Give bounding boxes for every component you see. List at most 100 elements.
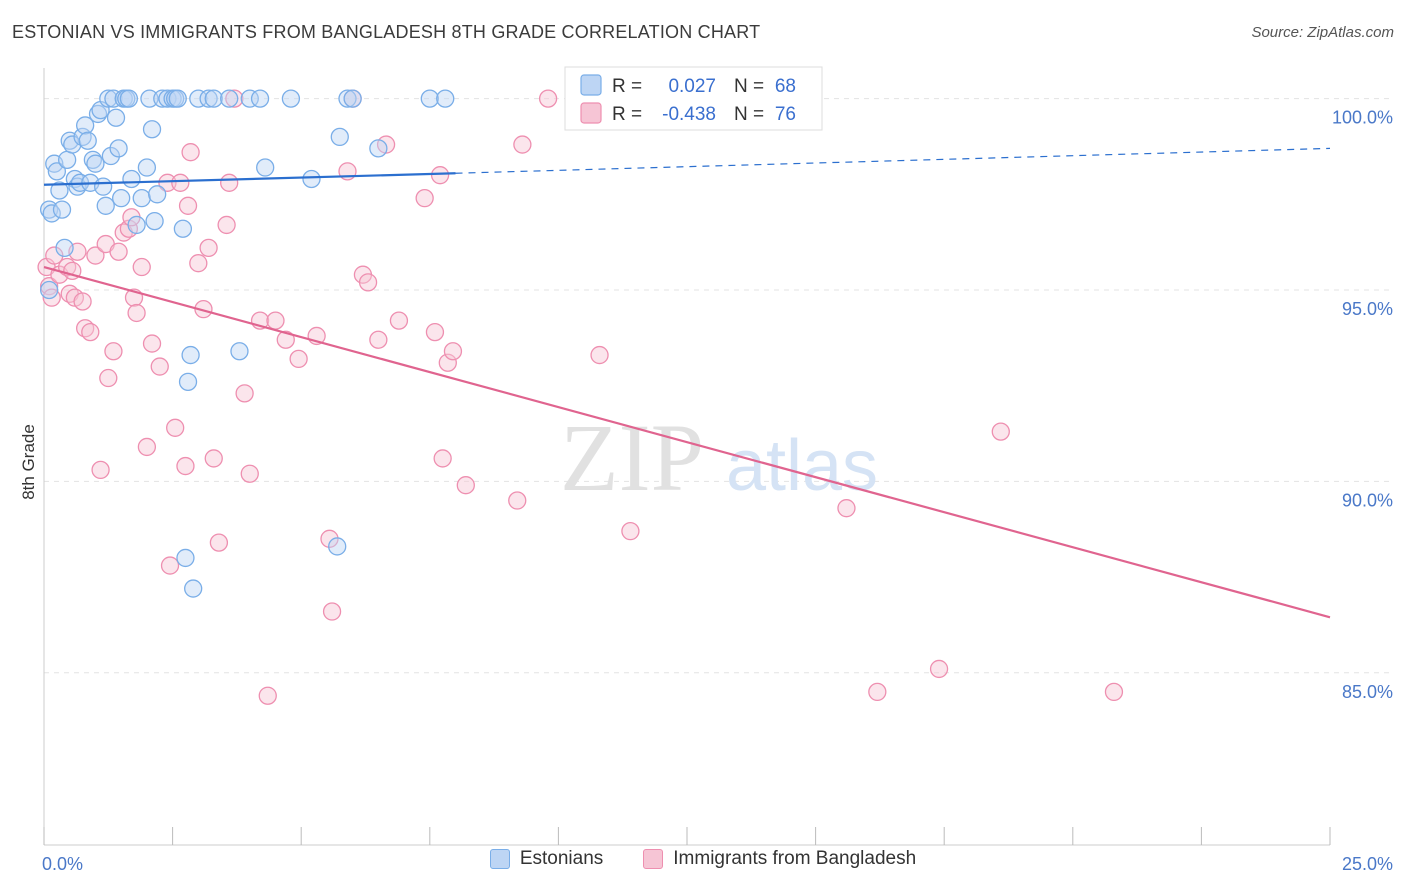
trend-line-estonians	[43, 172, 456, 186]
point-bangladesh-26	[142, 334, 162, 353]
point-bangladesh-33	[178, 196, 198, 215]
point-bangladesh-35	[189, 254, 208, 273]
point-estonians-56	[250, 89, 270, 108]
point-estonians-39	[148, 185, 167, 204]
point-bangladesh-40	[217, 215, 236, 235]
scatter-points	[37, 89, 1124, 705]
y-tick-label-1: 95.0%	[1342, 299, 1393, 319]
point-estonians-37	[142, 120, 162, 139]
point-estonians-62	[338, 89, 357, 108]
point-bangladesh-73	[868, 682, 887, 702]
legend-label-estonians: Estonians	[519, 848, 604, 869]
point-bangladesh-46	[258, 686, 277, 705]
point-estonians-66	[436, 89, 455, 108]
point-bangladesh-76	[1104, 682, 1124, 702]
point-estonians-59	[302, 169, 321, 189]
point-estonians-6	[55, 238, 74, 258]
point-bangladesh-12	[81, 322, 100, 342]
point-estonians-44	[168, 89, 187, 108]
point-bangladesh-49	[289, 349, 308, 369]
point-estonians-64	[369, 139, 388, 158]
point-bangladesh-52	[322, 602, 342, 621]
point-bangladesh-43	[235, 384, 254, 403]
point-bangladesh-44	[240, 464, 259, 483]
point-estonians-15	[78, 131, 97, 150]
point-bangladesh-67	[508, 491, 527, 510]
point-bangladesh-48	[276, 330, 295, 349]
point-estonians-36	[140, 89, 159, 108]
point-bangladesh-39	[209, 533, 229, 552]
point-estonians-14	[76, 116, 95, 135]
point-bangladesh-65	[443, 342, 463, 361]
point-bangladesh-69	[538, 89, 558, 108]
y-axis-label-group: 8th Grade	[19, 424, 38, 500]
point-bangladesh-66	[456, 476, 475, 495]
point-estonians-54	[230, 342, 249, 361]
watermark: ZIP atlas	[560, 404, 878, 511]
point-estonians-24	[101, 146, 121, 166]
trend-extension-estonians	[455, 147, 1331, 174]
point-estonians-35	[137, 158, 157, 177]
stats-r-label-0: R =	[612, 76, 642, 97]
point-estonians-58	[281, 89, 301, 108]
point-estonians-46	[176, 548, 195, 568]
y-tick-label-0: 100.0%	[1332, 108, 1393, 128]
point-bangladesh-57	[369, 330, 388, 349]
point-estonians-3	[47, 162, 67, 181]
stats-r-value-0: 0.027	[668, 76, 716, 97]
point-bangladesh-56	[358, 273, 378, 292]
point-estonians-61	[330, 127, 349, 147]
point-estonians-52	[204, 89, 223, 108]
point-bangladesh-27	[150, 357, 169, 376]
point-bangladesh-72	[837, 499, 856, 518]
point-bangladesh-62	[430, 166, 450, 185]
point-estonians-60	[328, 537, 347, 556]
trend-lines	[43, 147, 1331, 619]
point-bangladesh-71	[621, 521, 640, 541]
watermark-atlas: atlas	[726, 426, 878, 506]
point-estonians-7	[57, 150, 77, 170]
point-bangladesh-64	[438, 353, 457, 372]
point-estonians-26	[106, 108, 126, 127]
y-tick-label-3: 85.0%	[1342, 682, 1393, 702]
point-bangladesh-34	[181, 143, 200, 162]
point-estonians-21	[94, 177, 113, 196]
point-bangladesh-18	[109, 242, 128, 261]
point-estonians-4	[50, 181, 69, 200]
point-bangladesh-38	[204, 449, 223, 468]
stats-legend: R = 0.027 N = 68 R = -0.438 N = 76	[564, 66, 823, 131]
watermark-zip: ZIP	[560, 404, 704, 511]
point-bangladesh-29	[160, 556, 180, 575]
point-bangladesh-30	[166, 418, 185, 437]
bottom-legend: Estonians Immigrants from Bangladesh	[0, 848, 1406, 870]
y-axis-label: 8th Grade	[19, 424, 38, 500]
point-bangladesh-17	[104, 342, 123, 361]
point-estonians-49	[184, 579, 203, 598]
point-bangladesh-3	[45, 246, 64, 265]
legend-item-bangladesh: Immigrants from Bangladesh	[643, 848, 916, 870]
point-estonians-33	[127, 215, 146, 235]
point-bangladesh-24	[132, 257, 151, 277]
chart-title: ESTONIAN VS IMMIGRANTS FROM BANGLADESH 8…	[12, 22, 761, 42]
point-bangladesh-63	[433, 449, 452, 468]
tick-labels: 100.0% 95.0% 90.0% 85.0% 0.0% 25.0%	[42, 108, 1393, 874]
point-bangladesh-28	[158, 173, 177, 192]
y-tick-label-2: 90.0%	[1342, 490, 1393, 510]
point-estonians-40	[153, 89, 172, 108]
point-bangladesh-25	[137, 437, 157, 457]
point-estonians-1	[42, 204, 61, 223]
point-estonians-53	[220, 89, 239, 108]
point-estonians-25	[104, 89, 123, 108]
x-tick-label-1: 25.0%	[1342, 854, 1393, 874]
point-estonians-41	[158, 89, 177, 108]
point-estonians-63	[343, 89, 362, 108]
point-bangladesh-37	[199, 238, 218, 258]
stats-n-label-0: N =	[734, 76, 764, 97]
point-bangladesh-74	[929, 659, 949, 679]
axes	[43, 68, 1331, 846]
point-estonians-48	[181, 345, 200, 365]
stats-legend-box	[564, 66, 823, 131]
point-bangladesh-16	[99, 368, 118, 388]
point-bangladesh-68	[513, 135, 532, 154]
